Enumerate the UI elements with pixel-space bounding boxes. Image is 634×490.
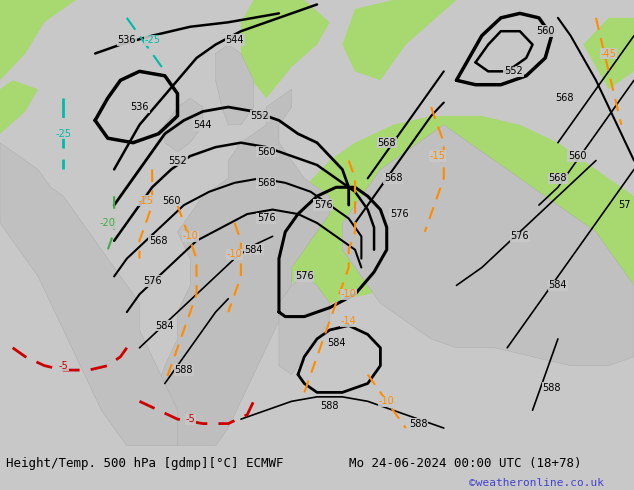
Polygon shape [0, 80, 38, 134]
Text: -25: -25 [144, 35, 160, 45]
Text: 576: 576 [257, 214, 276, 223]
Text: -15: -15 [138, 196, 154, 206]
Text: 584: 584 [155, 320, 174, 331]
Text: Mo 24-06-2024 00:00 UTC (18+78): Mo 24-06-2024 00:00 UTC (18+78) [349, 457, 581, 470]
Text: 536: 536 [130, 102, 149, 112]
Text: 576: 576 [143, 276, 162, 286]
Polygon shape [342, 0, 456, 80]
Polygon shape [0, 0, 76, 80]
Text: -10: -10 [341, 289, 356, 299]
Text: 588: 588 [409, 418, 428, 429]
Text: -15: -15 [429, 151, 446, 161]
Text: -10: -10 [183, 231, 198, 242]
Polygon shape [279, 276, 330, 374]
Text: 560: 560 [257, 147, 276, 157]
Text: 568: 568 [377, 138, 396, 147]
Text: ©weatheronline.co.uk: ©weatheronline.co.uk [469, 478, 604, 489]
Polygon shape [241, 0, 330, 98]
Text: -10: -10 [379, 396, 394, 406]
Text: -14: -14 [341, 316, 356, 326]
Text: 568: 568 [555, 93, 574, 103]
Text: 552: 552 [168, 155, 187, 166]
Text: -5: -5 [58, 361, 68, 370]
Text: 576: 576 [295, 271, 314, 281]
Polygon shape [0, 143, 178, 446]
Polygon shape [583, 18, 634, 89]
Text: 57: 57 [618, 200, 631, 210]
Polygon shape [165, 98, 203, 151]
Text: -20: -20 [100, 218, 116, 228]
Text: 576: 576 [390, 209, 409, 219]
Polygon shape [152, 89, 330, 446]
Text: 536: 536 [117, 35, 136, 45]
Text: 584: 584 [244, 245, 263, 255]
Text: 588: 588 [320, 401, 339, 411]
Text: 568: 568 [257, 178, 276, 188]
Text: 584: 584 [548, 280, 567, 291]
Text: 576: 576 [510, 231, 529, 242]
Polygon shape [342, 125, 634, 366]
Text: 560: 560 [162, 196, 181, 206]
Text: 544: 544 [193, 120, 212, 130]
Text: 544: 544 [225, 35, 244, 45]
Text: 568: 568 [384, 173, 403, 183]
Text: 584: 584 [327, 338, 346, 348]
Polygon shape [216, 45, 254, 125]
Text: 588: 588 [174, 365, 193, 375]
Text: 568: 568 [548, 173, 567, 183]
Text: 568: 568 [149, 236, 168, 246]
Text: -10: -10 [227, 249, 242, 259]
Text: -45: -45 [600, 49, 617, 58]
Text: 576: 576 [314, 200, 333, 210]
Text: 552: 552 [250, 111, 269, 121]
Polygon shape [279, 116, 634, 321]
Text: -5: -5 [185, 414, 195, 424]
Text: -25: -25 [55, 129, 72, 139]
Text: 560: 560 [536, 26, 555, 36]
Text: 560: 560 [567, 151, 586, 161]
Text: Height/Temp. 500 hPa [gdmp][°C] ECMWF: Height/Temp. 500 hPa [gdmp][°C] ECMWF [6, 457, 284, 470]
Text: 588: 588 [542, 383, 561, 393]
Text: 552: 552 [504, 66, 523, 76]
